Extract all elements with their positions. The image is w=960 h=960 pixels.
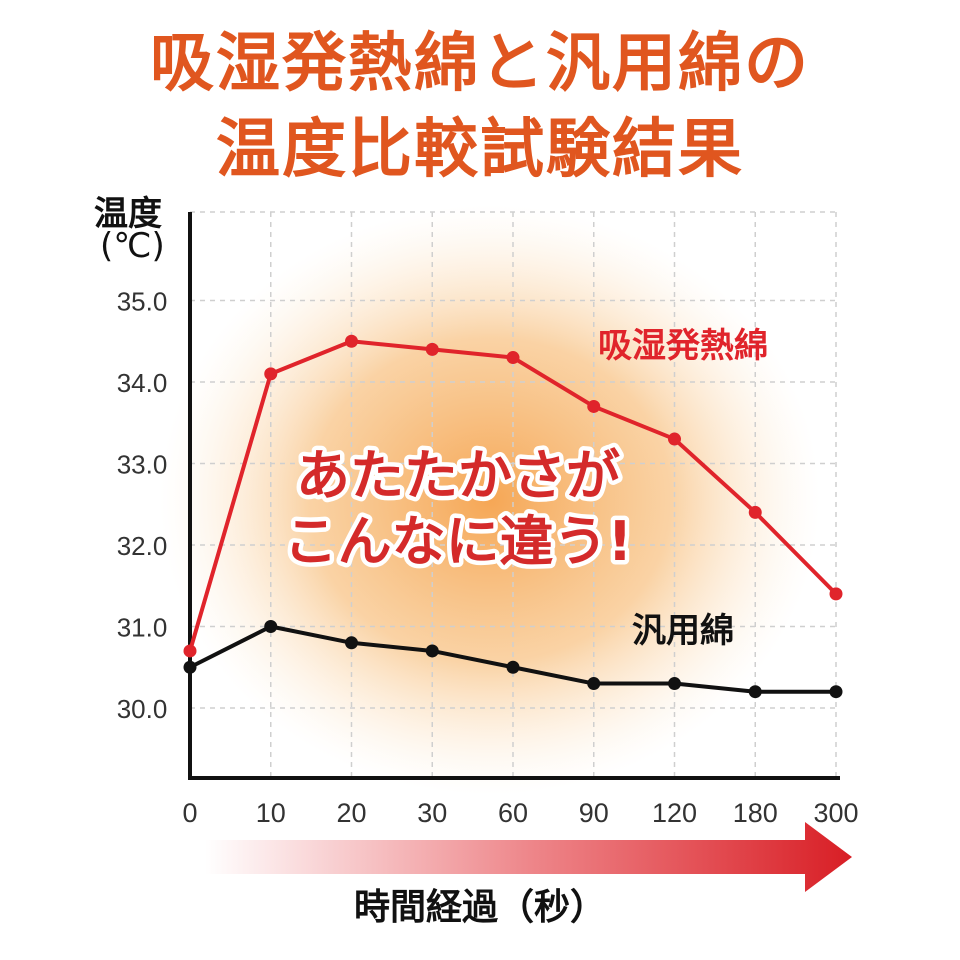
x-axis-label: 時間経過（秒） — [353, 887, 606, 928]
data-point — [668, 677, 681, 691]
axes — [188, 212, 840, 780]
message-line-1: あたたかさが — [296, 444, 620, 507]
y-axis-unit: (℃) — [100, 226, 165, 266]
data-point — [829, 587, 843, 601]
chart-title-line2: 温度比較試験結果 — [216, 113, 744, 187]
time-arrow — [205, 822, 852, 892]
data-point — [587, 399, 601, 413]
data-point — [264, 620, 278, 633]
data-point — [587, 677, 601, 691]
x-tick-label: 180 — [733, 798, 778, 828]
x-tick-labels: 0 10 20 30 60 90 120 180 300 — [182, 798, 858, 828]
y-tick-labels: 30.0 31.0 32.0 33.0 34.0 35.0 — [117, 287, 168, 725]
data-point — [425, 644, 439, 658]
chart-title-line1: 吸湿発熱綿と汎用綿の — [150, 27, 810, 101]
y-tick-label: 34.0 — [117, 368, 168, 398]
data-point — [183, 644, 197, 658]
series-group — [183, 334, 843, 699]
y-tick-label: 30.0 — [117, 694, 168, 724]
series-label-normal: 汎用綿 — [632, 611, 734, 651]
data-point — [425, 342, 439, 356]
x-tick-label: 300 — [813, 798, 858, 828]
x-tick-label: 10 — [256, 798, 286, 828]
message-line-2: こんなに違う! — [284, 510, 633, 573]
x-tick-label: 0 — [182, 798, 197, 828]
data-point — [668, 432, 681, 446]
data-point — [506, 660, 520, 674]
y-tick-label: 33.0 — [117, 450, 168, 480]
data-point — [183, 660, 197, 674]
data-point — [748, 505, 762, 519]
x-tick-label: 60 — [498, 798, 528, 828]
data-point — [506, 351, 520, 365]
series-label-hot: 吸湿発熱綿 — [598, 326, 768, 366]
x-tick-label: 30 — [417, 798, 447, 828]
x-tick-label: 120 — [652, 798, 697, 828]
data-point — [829, 685, 843, 699]
data-point — [345, 334, 358, 348]
data-point — [264, 367, 278, 381]
data-point — [748, 685, 762, 699]
y-tick-label: 35.0 — [117, 287, 168, 317]
x-tick-label: 20 — [336, 798, 366, 828]
y-axis-label: 温度 — [94, 194, 162, 234]
y-tick-label: 31.0 — [117, 613, 168, 643]
data-point — [345, 636, 358, 650]
x-tick-label: 90 — [579, 798, 609, 828]
y-tick-label: 32.0 — [117, 531, 168, 561]
grid-lines — [190, 211, 837, 778]
